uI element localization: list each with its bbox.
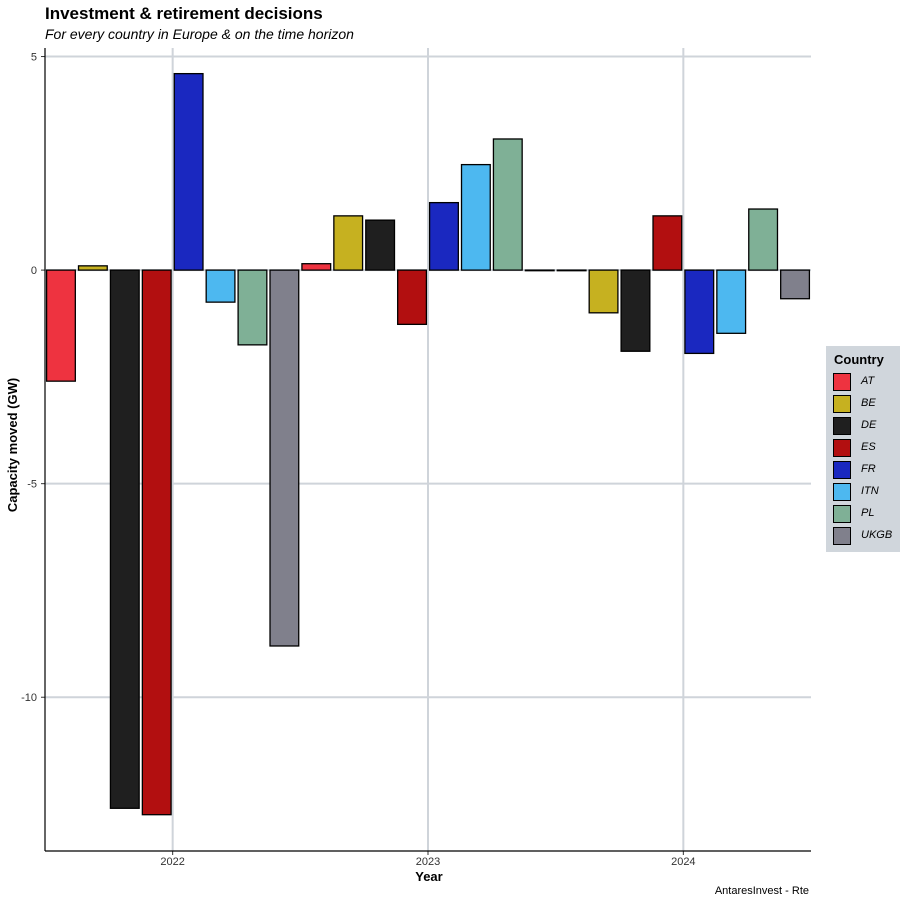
legend-item-pl: PL — [833, 504, 899, 526]
legend-item-itn: ITN — [833, 482, 899, 504]
bar-es-2024 — [652, 215, 683, 271]
legend-label: ES — [861, 441, 876, 453]
bars — [45, 72, 811, 816]
bar-de-2022 — [109, 269, 140, 809]
x-tick-label: 2024 — [671, 856, 695, 868]
legend-item-ukgb: UKGB — [833, 526, 899, 548]
y-tick-label: -5 — [27, 479, 37, 491]
legend-swatch — [833, 395, 851, 413]
bar-es-2023 — [397, 269, 428, 326]
legend-swatch — [833, 483, 851, 501]
bar-ukgb-2022 — [269, 269, 300, 647]
legend-label: AT — [861, 375, 875, 387]
legend-item-de: DE — [833, 416, 899, 438]
bar-at-2022 — [45, 269, 76, 382]
legend-label: FR — [861, 463, 876, 475]
bar-itn-2022 — [205, 269, 236, 303]
y-tick-label: 5 — [31, 52, 37, 64]
legend-swatch — [833, 373, 851, 391]
legend-swatch — [833, 439, 851, 457]
x-tick-label: 2023 — [416, 856, 440, 868]
bar-de-2023 — [365, 219, 396, 271]
legend-label: PL — [861, 507, 875, 519]
legend-swatch — [833, 505, 851, 523]
bar-pl-2022 — [237, 269, 268, 346]
legend-label: UKGB — [861, 529, 893, 541]
legend-swatch — [833, 527, 851, 545]
axes: 5 0 -5 -10 2022 2023 2024 — [21, 48, 811, 868]
caption: AntaresInvest - Rte — [714, 885, 809, 897]
bar-pl-2023 — [492, 138, 523, 271]
bar-ukgb-2024 — [780, 269, 811, 300]
y-tick-label: 0 — [31, 265, 37, 277]
legend-label: ITN — [861, 485, 879, 497]
bar-at-2023 — [301, 263, 332, 271]
bar-es-2022 — [141, 269, 172, 816]
bar-be-2024 — [588, 269, 619, 314]
bar-be-2022 — [77, 265, 108, 271]
legend-label: DE — [861, 419, 877, 431]
bar-itn-2023 — [460, 163, 491, 271]
bar-fr-2024 — [684, 269, 715, 355]
legend-item-at: AT — [833, 372, 899, 394]
y-tick-label: -10 — [21, 692, 37, 704]
x-axis-title: Year — [415, 869, 442, 884]
bar-at-2024 — [556, 269, 587, 272]
legend-label: BE — [861, 397, 876, 409]
legend-item-be: BE — [833, 394, 899, 416]
chart-title: Investment & retirement decisions — [45, 4, 323, 23]
legend-item-es: ES — [833, 438, 899, 460]
legend-swatch — [833, 417, 851, 435]
legend-title: Country — [834, 352, 884, 367]
bar-pl-2024 — [748, 208, 779, 271]
bar-ukgb-2023 — [524, 269, 555, 272]
bar-de-2024 — [620, 269, 651, 352]
legend-item-fr: FR — [833, 460, 899, 482]
bar-be-2023 — [333, 215, 364, 271]
legend: Country AT BE DE ES FR ITN PL UKGB — [826, 346, 900, 552]
legend-swatch — [833, 461, 851, 479]
chart-subtitle: For every country in Europe & on the tim… — [45, 26, 354, 42]
x-tick-label: 2022 — [160, 856, 184, 868]
grid-lines — [45, 48, 811, 851]
bar-itn-2024 — [716, 269, 747, 334]
bar-fr-2023 — [428, 201, 459, 271]
bar-fr-2022 — [173, 72, 204, 271]
y-axis-title: Capacity moved (GW) — [5, 378, 20, 512]
